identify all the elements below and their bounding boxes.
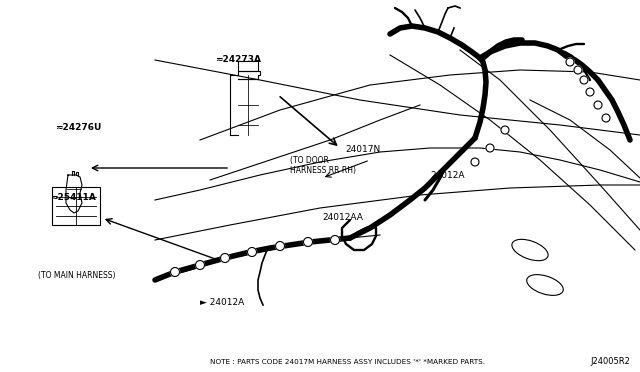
Circle shape — [170, 267, 179, 276]
Bar — [52, 187, 100, 225]
Circle shape — [486, 144, 494, 152]
Circle shape — [221, 253, 230, 263]
Text: 24012AA: 24012AA — [322, 213, 363, 222]
Circle shape — [275, 241, 285, 250]
Circle shape — [471, 158, 479, 166]
Circle shape — [195, 260, 205, 269]
Text: (TO MAIN HARNESS): (TO MAIN HARNESS) — [38, 271, 115, 280]
Circle shape — [566, 58, 574, 66]
Text: ► 24012A: ► 24012A — [200, 298, 244, 307]
Circle shape — [303, 237, 312, 247]
Circle shape — [580, 76, 588, 84]
Circle shape — [574, 66, 582, 74]
Circle shape — [330, 235, 339, 244]
Circle shape — [594, 101, 602, 109]
Text: ≂24276U: ≂24276U — [55, 123, 101, 132]
Circle shape — [501, 126, 509, 134]
Circle shape — [586, 88, 594, 96]
Text: HARNESS RR RH): HARNESS RR RH) — [290, 166, 356, 175]
Circle shape — [248, 247, 257, 257]
Text: ≂24273A: ≂24273A — [215, 55, 261, 64]
Text: J24005R2: J24005R2 — [590, 357, 630, 366]
Text: (TO DOOR: (TO DOOR — [290, 156, 329, 165]
Text: ≂25411A: ≂25411A — [50, 193, 96, 202]
Text: NOTE : PARTS CODE 24017M HARNESS ASSY INCLUDES '*' *MARKED PARTS.: NOTE : PARTS CODE 24017M HARNESS ASSY IN… — [210, 359, 485, 365]
Text: 24012A: 24012A — [430, 171, 465, 180]
Circle shape — [602, 114, 610, 122]
Text: 24017N: 24017N — [345, 145, 380, 154]
